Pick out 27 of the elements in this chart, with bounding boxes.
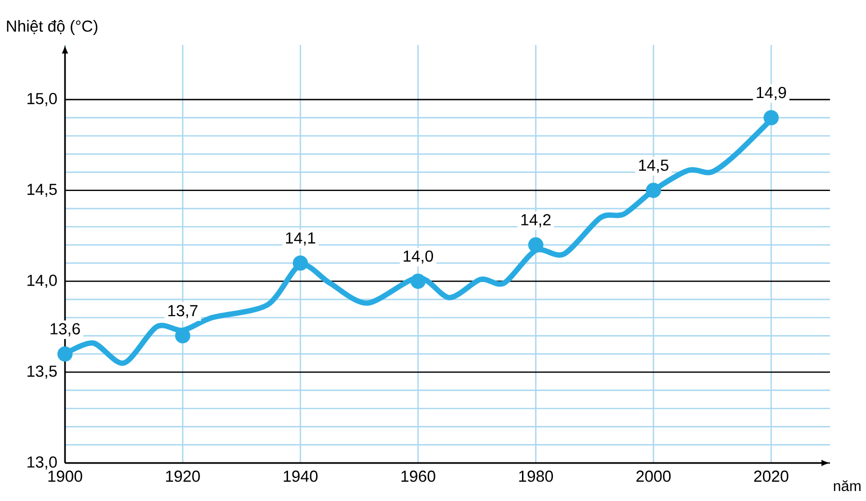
point: [292, 255, 308, 271]
point: [528, 237, 544, 253]
data-label: 14,2: [521, 214, 551, 228]
x-tick-label: 1940: [284, 470, 318, 482]
y-tick-label: 14,0: [28, 274, 57, 288]
point: [57, 346, 73, 362]
point: [764, 110, 779, 126]
data-label: 14,5: [639, 160, 668, 173]
y-axis-title: Nhiệt độ (°C): [7, 20, 98, 35]
point: [646, 182, 662, 198]
x-tick-label: 2020: [754, 470, 788, 482]
data-label: 13,6: [50, 323, 80, 336]
y-tick-label: 13,5: [28, 366, 57, 379]
x-tick-label: 2000: [636, 470, 671, 482]
data-label: 14,9: [756, 86, 786, 100]
data-label: 14,0: [404, 250, 434, 264]
x-tick-label: 1920: [166, 470, 200, 482]
x-tick-label: 1900: [48, 470, 82, 482]
y-tick-label: 14,5: [28, 184, 57, 197]
data-label: 14,1: [286, 232, 316, 246]
y-tick-label: 13,0: [28, 456, 57, 470]
x-tick-label: 1980: [519, 470, 553, 482]
data-label: 13,7: [168, 304, 198, 318]
y-tick-label: 15,0: [28, 92, 57, 106]
point: [410, 274, 426, 289]
x-tick-label: 1960: [402, 470, 436, 482]
x-axis-title: năm: [834, 480, 860, 492]
